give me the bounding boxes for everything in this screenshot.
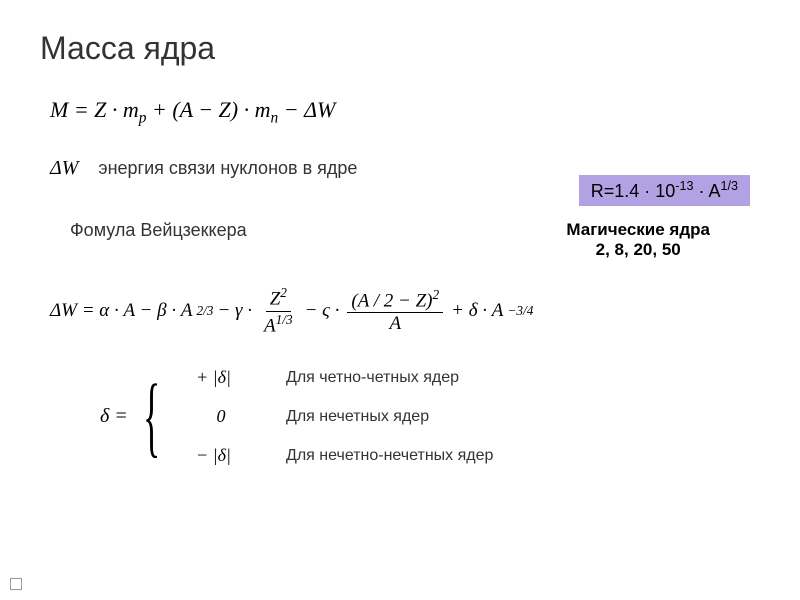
wf-prefix: ΔW = α · A − β · A xyxy=(50,300,192,322)
magic-title: Магические ядра xyxy=(566,220,710,240)
subheading-row: Фомула Вейцзеккера Магические ядра 2, 8,… xyxy=(40,220,760,260)
wf-exp1: 2/3 xyxy=(196,303,213,319)
wf-frac2-num-exp: 2 xyxy=(432,287,439,302)
slide-container: Масса ядра M = Z · mp + (A − Z) · mn − Δ… xyxy=(0,0,800,600)
wf-frac1-num-exp: 2 xyxy=(280,285,287,300)
case-odd-odd: − |δ| Для нечетно-нечетных ядер xyxy=(196,445,493,466)
mass-formula: M = Z · mp + (A − Z) · mn − ΔW xyxy=(50,97,760,127)
delta-w-symbol: ΔW xyxy=(50,157,78,180)
case-text-1: Для четно-четных ядер xyxy=(286,369,459,387)
binding-energy-text: энергия связи нуклонов в ядре xyxy=(98,158,357,179)
wf-frac2: (A / 2 − Z)2 A xyxy=(347,287,443,335)
wf-exp-last: −3/4 xyxy=(507,303,533,319)
case-odd: 0 Для нечетных ядер xyxy=(196,406,493,427)
case-sym-2: 0 xyxy=(196,406,246,427)
magic-nuclei: Магические ядра 2, 8, 20, 50 xyxy=(566,220,710,260)
wf-frac1-num: Z xyxy=(270,289,281,310)
wf-frac1-den-exp: 1/3 xyxy=(276,312,293,327)
case-sym-3: − |δ| xyxy=(196,445,246,466)
wf-plus-delta: + δ · A xyxy=(451,300,503,322)
weizsacker-label: Фомула Вейцзеккера xyxy=(70,220,247,260)
wf-frac2-num: (A / 2 − Z) xyxy=(351,290,432,311)
wf-frac1-den: A xyxy=(264,315,276,336)
case-text-3: Для нечетно-нечетных ядер xyxy=(286,447,493,465)
magic-numbers: 2, 8, 20, 50 xyxy=(566,240,710,260)
delta-equals: δ = xyxy=(100,405,128,428)
wf-frac1: Z2 A1/3 xyxy=(260,285,297,337)
case-even-even: + |δ| Для четно-четных ядер xyxy=(196,367,493,388)
case-sym-1: + |δ| xyxy=(196,367,246,388)
case-text-2: Для нечетных ядер xyxy=(286,408,429,426)
weizsacker-formula: ΔW = α · A − β · A2/3 − γ · Z2 A1/3 − ς … xyxy=(50,285,760,337)
wf-frac2-den: A xyxy=(385,313,405,335)
slide-title: Масса ядра xyxy=(40,30,760,67)
wf-minus-gamma: − γ · xyxy=(217,300,252,322)
wf-minus-zeta: − ς · xyxy=(305,300,340,322)
nav-indicator-icon xyxy=(10,578,22,590)
delta-cases: + |δ| Для четно-четных ядер 0 Для нечетн… xyxy=(196,367,493,466)
delta-definition: δ = { + |δ| Для четно-четных ядер 0 Для … xyxy=(100,367,760,466)
brace-icon: { xyxy=(143,372,160,462)
radius-formula-box: R=1.4 · 10-13 · A1/3 xyxy=(579,175,750,206)
